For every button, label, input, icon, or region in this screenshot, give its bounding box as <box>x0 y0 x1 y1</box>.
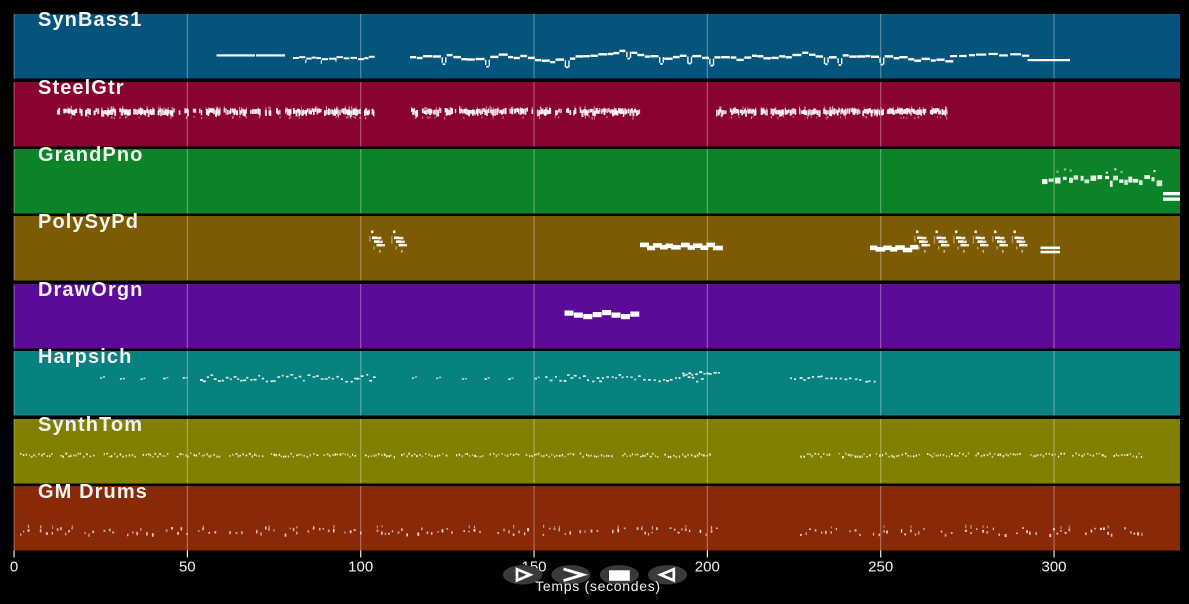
svg-text:100: 100 <box>348 558 373 575</box>
svg-text:300: 300 <box>1041 558 1066 575</box>
svg-text:DrawOrgn: DrawOrgn <box>38 279 143 301</box>
svg-text:SteelGtr: SteelGtr <box>38 77 125 99</box>
svg-text:SynthTom: SynthTom <box>38 414 143 436</box>
svg-text:200: 200 <box>695 558 720 575</box>
svg-text:GM Drums: GM Drums <box>38 481 148 503</box>
svg-text:SynBass1: SynBass1 <box>38 9 142 31</box>
svg-text:GrandPno: GrandPno <box>38 144 143 166</box>
svg-text:Harpsich: Harpsich <box>38 346 132 368</box>
svg-text:Temps (secondes): Temps (secondes) <box>535 578 661 594</box>
svg-text:50: 50 <box>179 558 196 575</box>
svg-text:0: 0 <box>10 558 18 575</box>
svg-text:PolySyPd: PolySyPd <box>38 211 139 233</box>
svg-text:250: 250 <box>868 558 893 575</box>
